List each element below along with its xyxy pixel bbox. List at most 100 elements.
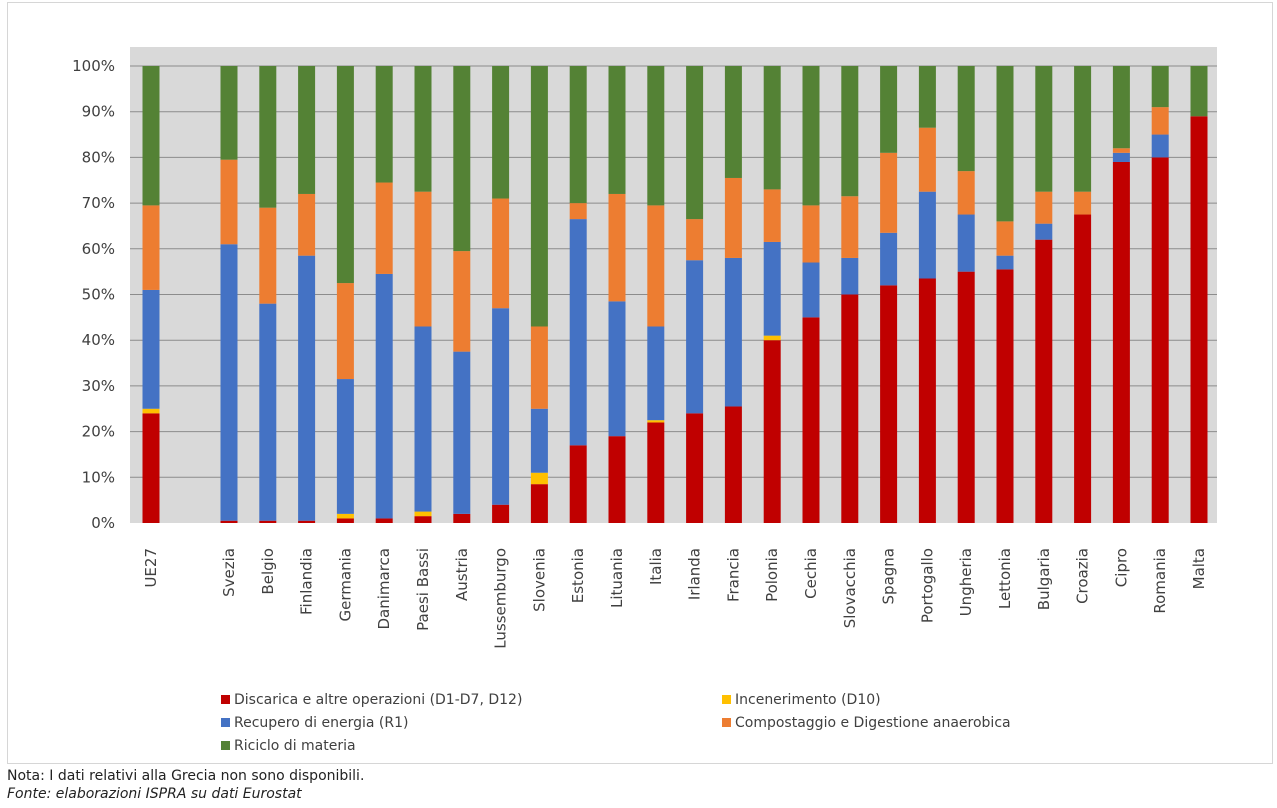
bar-segment [1035, 239, 1053, 523]
bar-segment [375, 518, 393, 523]
x-category-label: Austria [453, 548, 471, 601]
bar-segment [686, 219, 704, 261]
x-category-label: Romania [1151, 548, 1169, 614]
bar-segment [763, 335, 781, 341]
bar-segment [880, 152, 898, 233]
bar-segment [647, 422, 665, 523]
bar-segment [453, 351, 471, 514]
bar-segment [841, 196, 859, 258]
bar-segment [724, 257, 742, 407]
bar-segment [530, 484, 548, 523]
bar-segment [1112, 152, 1130, 162]
y-tick-label: 10% [82, 468, 115, 486]
bar-segment [802, 205, 820, 263]
bar-segment [841, 294, 859, 523]
x-category-label: Slovenia [530, 548, 548, 612]
legend-swatch [722, 695, 731, 704]
legend-item: Recupero di energia (R1) [221, 715, 408, 731]
x-category-label: Estonia [569, 548, 587, 603]
bar-segment [918, 127, 936, 192]
x-category-label: Belgio [259, 548, 277, 595]
bar-segment [530, 66, 548, 327]
bar-segment [336, 518, 354, 523]
bar-segment [957, 66, 975, 172]
bar-segment [1151, 134, 1169, 158]
bar-segment [375, 66, 393, 183]
bar-segment [492, 198, 510, 309]
bar-segment [1112, 161, 1130, 523]
y-tick-label: 30% [82, 377, 115, 395]
bar-segment [608, 193, 626, 302]
bar-segment [1112, 66, 1130, 149]
bar-segment [414, 326, 432, 512]
bar-segment [1151, 157, 1169, 523]
legend-item: Incenerimento (D10) [722, 692, 881, 708]
bar-segment [724, 66, 742, 178]
bar-segment [492, 308, 510, 505]
y-tick-label: 90% [82, 103, 115, 121]
bar-segment [608, 66, 626, 194]
legend-item: Compostaggio e Digestione anaerobica [722, 715, 1011, 731]
bar-segment [336, 283, 354, 380]
bar-segment [686, 66, 704, 220]
x-category-label: Svezia [220, 548, 238, 597]
bar-segment [414, 511, 432, 517]
bar-segment [1151, 107, 1169, 135]
bar-segment [259, 207, 277, 304]
bar-segment [220, 159, 238, 245]
x-category-label: Danimarca [375, 548, 393, 630]
bar-segment [918, 66, 936, 128]
bar-segment [414, 66, 432, 192]
x-category-label: Irlanda [686, 548, 704, 600]
bar-segment [1190, 116, 1208, 524]
bar-segment [1074, 66, 1092, 192]
legend-label: Incenerimento (D10) [735, 692, 881, 708]
y-tick-label: 40% [82, 331, 115, 349]
bar-segment [763, 66, 781, 190]
bar-segment [996, 269, 1014, 523]
bar-segment [220, 244, 238, 521]
x-category-label: Cipro [1112, 548, 1130, 587]
x-category-label: Cechia [802, 548, 820, 599]
bar-segment [298, 255, 316, 521]
bar-segment [880, 232, 898, 286]
bar-segment [453, 66, 471, 252]
bar-segment [142, 413, 160, 523]
x-category-label: Lussemburgo [492, 548, 510, 649]
y-tick-label: 70% [82, 194, 115, 212]
bar-segment [1074, 191, 1092, 215]
x-category-label: Portogallo [918, 548, 936, 623]
bar-segment [336, 379, 354, 514]
legend-item: Discarica e altre operazioni (D1-D7, D12… [221, 692, 522, 708]
y-tick-label: 20% [82, 423, 115, 441]
bar-segment [142, 289, 160, 409]
plot-area [130, 47, 1217, 523]
bar-segment [1190, 66, 1208, 117]
x-category-label: Slovacchia [841, 548, 859, 628]
legend-label: Recupero di energia (R1) [234, 715, 409, 731]
source-note: Fonte: elaborazioni ISPRA su dati Eurost… [7, 786, 302, 802]
bar-segment [647, 420, 665, 423]
bar-segment [298, 520, 316, 523]
y-tick-label: 0% [91, 514, 115, 532]
bar-segment [569, 219, 587, 446]
legend-label: Compostaggio e Digestione anaerobica [735, 715, 1011, 731]
bar-segment [453, 251, 471, 352]
bar-segment [608, 301, 626, 437]
bar-segment [918, 191, 936, 279]
bar-segment [957, 271, 975, 523]
y-tick-label: 50% [82, 286, 115, 304]
legend-swatch [722, 718, 731, 727]
y-tick-label: 80% [82, 148, 115, 166]
bar-segment [298, 193, 316, 256]
bar-segment [647, 205, 665, 327]
x-category-label: Finlandia [298, 548, 316, 615]
bar-segment [530, 472, 548, 485]
x-category-label: Lituania [608, 548, 626, 608]
bar-segment [142, 205, 160, 290]
x-category-label: Ungheria [957, 548, 975, 616]
bar-segment [336, 513, 354, 519]
bar-segment [259, 520, 277, 523]
bar-segment [1074, 214, 1092, 523]
